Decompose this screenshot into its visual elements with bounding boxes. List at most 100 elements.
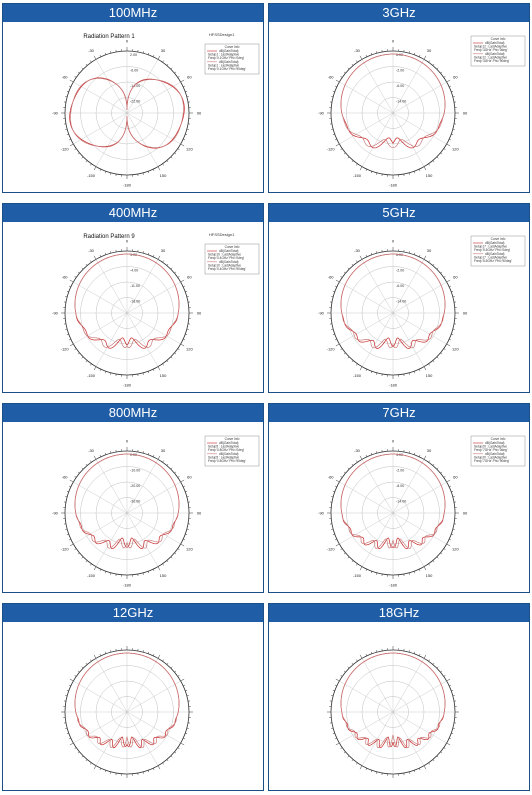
angle-tick-mark [408, 251, 410, 254]
angle-tick-mark [68, 285, 71, 288]
angle-tick-mark [166, 263, 169, 266]
grid-spoke [95, 59, 128, 114]
angle-tick-mark [451, 90, 454, 93]
angle-tick-mark [331, 296, 334, 298]
angle-tick-mark [335, 343, 340, 347]
grid-spoke [392, 59, 425, 114]
radial-tick-label: -20.00 [130, 484, 140, 488]
angle-tick-mark [66, 490, 69, 493]
angle-tick-mark [370, 371, 373, 374]
angle-tick-mark [335, 543, 340, 547]
angle-tick-label: -180 [123, 183, 132, 188]
angle-tick-mark [185, 732, 188, 735]
grid-spoke [95, 512, 128, 567]
angle-tick-mark [66, 133, 69, 136]
angle-tick-mark [174, 670, 177, 673]
angle-tick-mark [74, 76, 77, 78]
angle-tick-mark [186, 128, 189, 130]
angle-tick-mark [81, 556, 84, 559]
angle-tick-mark [356, 563, 358, 566]
angle-tick-mark [174, 152, 177, 155]
grid-spoke [126, 680, 181, 713]
grid-spoke [73, 512, 128, 545]
angle-tick-mark [452, 496, 455, 498]
angle-tick-mark [183, 538, 186, 541]
pattern-trace [340, 53, 446, 148]
angle-tick-mark [166, 662, 169, 665]
angle-tick-mark [177, 148, 180, 150]
angle-tick-mark [436, 666, 439, 669]
legend-box [204, 243, 260, 275]
panel-header: 12GHz [3, 604, 263, 622]
angle-tick-mark [343, 751, 346, 754]
grid-spoke [361, 59, 394, 114]
angle-tick-mark [170, 666, 173, 669]
angle-tick-mark [334, 485, 337, 488]
angle-tick-mark [183, 138, 186, 141]
angle-tick-mark [180, 742, 185, 746]
pattern-trace [70, 78, 184, 148]
angle-tick-mark [446, 279, 451, 283]
angle-tick-mark [356, 260, 358, 263]
legend-entry: dB(GainTotal) [485, 452, 505, 456]
angle-tick-mark [85, 160, 88, 163]
angle-tick-mark [340, 276, 343, 278]
angle-tick-mark [66, 290, 69, 293]
angle-tick-mark [428, 659, 430, 662]
angle-tick-mark [183, 485, 186, 488]
angle-tick-mark [413, 52, 416, 55]
angle-tick-mark [332, 533, 335, 536]
angle-tick-label: -120 [327, 547, 336, 552]
grid-spoke [73, 112, 128, 145]
angle-tick-mark [69, 479, 74, 483]
legend-entry: dB(GainTotal) [485, 241, 505, 245]
grid-spoke [126, 259, 159, 314]
angle-tick-mark [81, 467, 84, 470]
angle-tick-mark [65, 528, 68, 530]
angle-tick-mark [331, 727, 334, 729]
angle-tick-mark [331, 496, 334, 498]
angle-tick-mark [110, 172, 112, 175]
grid-spoke [361, 112, 394, 167]
angle-tick-mark [93, 255, 97, 260]
angle-tick-mark [347, 356, 350, 359]
angle-tick-mark [440, 552, 443, 555]
angle-tick-mark [110, 572, 112, 575]
angle-tick-mark [440, 471, 443, 474]
angle-tick-mark [334, 138, 337, 141]
angle-tick-mark [69, 343, 74, 347]
angle-tick-label: 90 [197, 511, 202, 516]
radial-tick-label: -6.00 [396, 84, 404, 88]
radial-tick-label: -22.00 [130, 100, 140, 104]
grid-spoke [126, 81, 181, 114]
angle-tick-mark [343, 352, 346, 355]
legend-entry: Setup17 : LastAdaptive [474, 245, 507, 249]
angle-tick-label: -60 [62, 275, 69, 280]
angle-tick-mark [347, 755, 350, 758]
angle-tick-mark [340, 747, 343, 749]
angle-tick-mark [451, 533, 454, 536]
grid-spoke [339, 312, 394, 345]
grid-spoke [392, 481, 447, 514]
angle-tick-mark [332, 333, 335, 336]
angle-tick-mark [186, 96, 189, 98]
angle-tick-mark [77, 552, 80, 555]
angle-tick-mark [332, 290, 335, 293]
angle-tick-label: 0 [392, 439, 395, 444]
angle-tick-label: 90 [463, 511, 468, 516]
angle-tick-label: -30 [88, 248, 95, 253]
angle-tick-mark [152, 169, 155, 172]
pattern-panel-12ghz: 12GHz [2, 603, 264, 791]
grid-spoke [392, 512, 425, 567]
panel-header: 5GHz [269, 204, 529, 222]
angle-tick-label: 60 [453, 75, 458, 80]
angle-tick-mark [428, 60, 430, 63]
angle-tick-mark [351, 662, 354, 665]
legend-entry: Freq='7GHz' Phi='0deg' [474, 448, 508, 452]
pattern-panel-400mhz: 400MHz Radiation Pattern 9 0 30 60 90 120 150 -1… [2, 203, 264, 393]
angle-tick-mark [110, 650, 112, 653]
radial-tick-label: 4.00 [396, 453, 403, 457]
legend-title: Curve Info [225, 437, 240, 441]
angle-tick-mark [376, 251, 378, 254]
